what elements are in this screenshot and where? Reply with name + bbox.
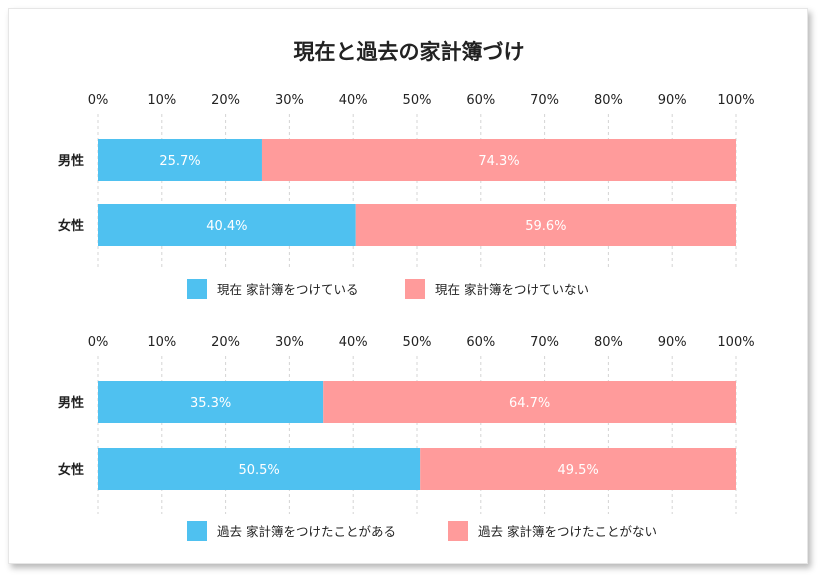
bar-segment	[355, 204, 736, 246]
x-tick-label: 40%	[339, 93, 368, 108]
x-tick-label: 10%	[147, 93, 176, 108]
x-tick-label: 80%	[594, 335, 623, 350]
x-tick-label: 60%	[466, 335, 495, 350]
chart-panels: 0% 10% 20% 30% 40% 50% 60% 70% 80% 90% 100% 男性 25.7%…	[58, 93, 755, 541]
bar-segment	[98, 204, 356, 246]
x-tick-label: 50%	[403, 93, 432, 108]
chart-title: 現在と過去の家計簿づけ	[294, 40, 525, 64]
x-tick-label: 100%	[717, 93, 754, 108]
data-label: 49.5%	[557, 463, 598, 478]
x-tick-label: 30%	[275, 335, 304, 350]
legend-swatch	[187, 279, 207, 299]
x-tick-label: 40%	[339, 335, 368, 350]
x-tick-label: 90%	[658, 335, 687, 350]
bar-segment	[98, 139, 262, 181]
category-label: 女性	[58, 462, 84, 478]
x-tick-label: 20%	[211, 335, 240, 350]
data-label: 50.5%	[238, 463, 279, 478]
legend-swatch	[187, 521, 207, 541]
chart-panel-2: 0% 10% 20% 30% 40% 50% 60% 70% 80% 90% 100% 男性 35.3%…	[58, 335, 755, 541]
data-label: 40.4%	[206, 219, 247, 234]
data-label: 74.3%	[478, 154, 519, 169]
category-label: 女性	[58, 218, 84, 234]
bar-segment	[98, 448, 421, 490]
legend-swatch	[448, 521, 468, 541]
x-tick-label: 30%	[275, 93, 304, 108]
x-tick-label: 20%	[211, 93, 240, 108]
x-tick-label: 70%	[530, 335, 559, 350]
chart-panel-1: 0% 10% 20% 30% 40% 50% 60% 70% 80% 90% 100% 男性 25.7%…	[58, 93, 755, 299]
data-label: 25.7%	[159, 154, 200, 169]
category-label: 男性	[58, 153, 84, 169]
legend-label: 現在 家計簿をつけている	[217, 282, 358, 297]
bar-segment	[420, 448, 736, 490]
x-tick-label: 10%	[147, 335, 176, 350]
data-label: 64.7%	[509, 396, 550, 411]
data-label: 35.3%	[190, 396, 231, 411]
bar-segment	[98, 381, 324, 423]
x-tick-label: 90%	[658, 93, 687, 108]
bar-segment	[323, 381, 736, 423]
x-tick-label: 0%	[88, 335, 109, 350]
x-tick-label: 80%	[594, 93, 623, 108]
x-tick-label: 60%	[466, 93, 495, 108]
bar-segment	[261, 139, 736, 181]
x-tick-label: 70%	[530, 93, 559, 108]
x-tick-label: 0%	[88, 93, 109, 108]
legend-label: 過去 家計簿をつけたことがない	[478, 524, 657, 539]
x-tick-label: 100%	[717, 335, 754, 350]
category-label: 男性	[58, 395, 84, 411]
legend-label: 現在 家計簿をつけていない	[435, 282, 589, 297]
legend-swatch	[405, 279, 425, 299]
data-label: 59.6%	[525, 219, 566, 234]
x-tick-label: 50%	[403, 335, 432, 350]
legend-label: 過去 家計簿をつけたことがある	[217, 524, 396, 539]
